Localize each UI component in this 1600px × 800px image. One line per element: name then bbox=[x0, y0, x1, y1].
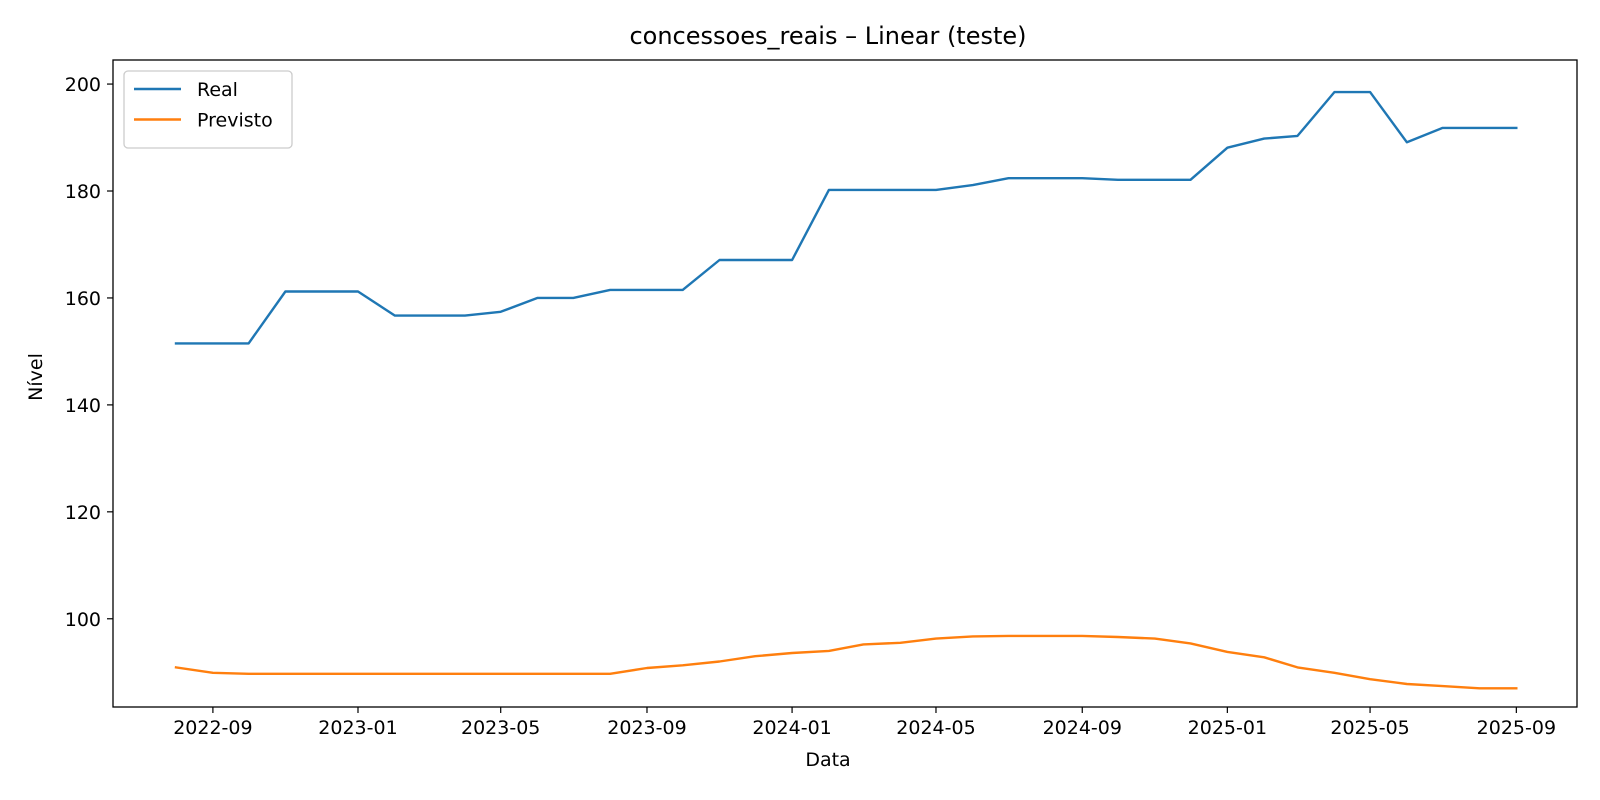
y-tick-label: 120 bbox=[65, 502, 101, 524]
y-axis-label: Nível bbox=[25, 353, 47, 401]
y-axis: 100 120 140 160 180 200 bbox=[65, 74, 113, 631]
legend-label-previsto: Previsto bbox=[197, 110, 273, 132]
y-tick-label: 200 bbox=[65, 74, 101, 96]
plot-area bbox=[174, 90, 1518, 690]
y-tick-label: 100 bbox=[65, 609, 101, 631]
x-axis-label: Data bbox=[805, 749, 850, 771]
series-line-real bbox=[174, 90, 1518, 345]
x-tick-label: 2025-09 bbox=[1477, 717, 1556, 739]
x-tick-label: 2024-01 bbox=[752, 717, 831, 739]
x-tick-label: 2022-09 bbox=[173, 717, 252, 739]
y-tick-label: 160 bbox=[65, 288, 101, 310]
y-tick-label: 140 bbox=[65, 395, 101, 417]
x-tick-label: 2024-09 bbox=[1043, 717, 1122, 739]
legend-frame bbox=[123, 70, 293, 149]
x-tick-label: 2023-01 bbox=[318, 717, 397, 739]
plot-frame bbox=[112, 59, 1578, 708]
x-axis: 2022-09 2023-01 2023-05 2023-09 2024-01 2024-… bbox=[173, 707, 1556, 739]
x-tick-label: 2025-01 bbox=[1188, 717, 1267, 739]
legend-label-real: Real bbox=[197, 79, 238, 101]
series-line-previsto bbox=[174, 634, 1518, 690]
x-tick-label: 2025-05 bbox=[1330, 717, 1409, 739]
x-tick-label: 2024-05 bbox=[896, 717, 975, 739]
legend: Real Previsto bbox=[123, 70, 293, 149]
x-tick-label: 2023-09 bbox=[607, 717, 686, 739]
chart-title: concessoes_reais – Linear (teste) bbox=[629, 22, 1026, 50]
y-tick-label: 180 bbox=[65, 181, 101, 203]
x-tick-label: 2023-05 bbox=[461, 717, 540, 739]
